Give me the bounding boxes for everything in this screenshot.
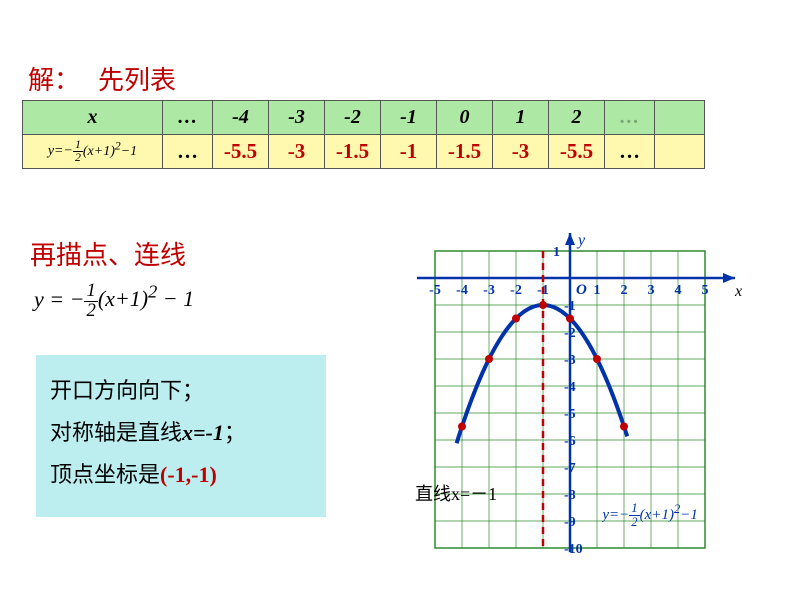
svg-text:O: O bbox=[576, 282, 587, 298]
table-header-cell: … bbox=[605, 101, 655, 135]
svg-text:2: 2 bbox=[621, 283, 628, 298]
svg-text:-5: -5 bbox=[564, 407, 576, 422]
chart: -5 -4 -3 -2 -1 1 2 3 4 5 1 -1 -2 -3 -4 -5 -6 -7 -8 -9 -10 Ox y… bbox=[380, 220, 780, 580]
svg-text:-2: -2 bbox=[510, 283, 522, 298]
svg-text:-7: -7 bbox=[564, 461, 576, 476]
info-line2: 对称轴是直线x=-1； bbox=[50, 415, 312, 447]
svg-text:-2: -2 bbox=[564, 326, 576, 341]
formula-display: y = −12(x+1)2 − 1 bbox=[34, 282, 194, 320]
table-value-cell: … bbox=[163, 135, 213, 169]
table-header-cell: … bbox=[163, 101, 213, 135]
table-value-cell: -1.5 bbox=[325, 135, 381, 169]
svg-text:-1: -1 bbox=[537, 283, 549, 298]
table-formula-cell: y=−12(x+1)2−1 bbox=[23, 135, 163, 169]
svg-text:y: y bbox=[576, 232, 586, 249]
svg-text:5: 5 bbox=[702, 283, 709, 298]
table-value-cell: -3 bbox=[269, 135, 325, 169]
svg-text:-4: -4 bbox=[456, 283, 468, 298]
table-header-cell: -2 bbox=[325, 101, 381, 135]
svg-text:3: 3 bbox=[648, 283, 655, 298]
svg-text:-8: -8 bbox=[564, 488, 576, 503]
svg-text:-1: -1 bbox=[564, 299, 576, 314]
chart-svg: -5 -4 -3 -2 -1 1 2 3 4 5 1 -1 -2 -3 -4 -5 -6 -7 -8 -9 -10 Ox y… bbox=[380, 220, 780, 580]
table-value-cell: … bbox=[605, 135, 655, 169]
title-prefix: 解： bbox=[28, 66, 80, 95]
svg-text:-5: -5 bbox=[429, 283, 441, 298]
table-header-cell bbox=[655, 101, 705, 135]
svg-text:-3: -3 bbox=[483, 283, 495, 298]
table-header-cell: x bbox=[23, 101, 163, 135]
table-value-cell: -1.5 bbox=[437, 135, 493, 169]
value-table: x…-4-3-2-1012… y=−12(x+1)2−1…-5.5-3-1.5-… bbox=[22, 100, 705, 169]
svg-text:-10: -10 bbox=[564, 542, 583, 557]
info-line2-b: x=-1 bbox=[182, 420, 224, 445]
svg-text:1: 1 bbox=[553, 245, 560, 260]
table-header-cell: -3 bbox=[269, 101, 325, 135]
info-line2-c: ； bbox=[224, 420, 246, 445]
chart-formula: y=−12(x+1)2−1 bbox=[602, 502, 772, 529]
svg-text:直线x=－1: 直线x=－1 bbox=[415, 484, 497, 504]
table-header-cell: -1 bbox=[381, 101, 437, 135]
table-value-cell: -5.5 bbox=[549, 135, 605, 169]
info-box: 开口方向向下； 对称轴是直线x=-1； 顶点坐标是(-1,-1) bbox=[36, 355, 326, 517]
table-header-cell: 0 bbox=[437, 101, 493, 135]
subtitle: 再描点、连线 bbox=[30, 235, 186, 272]
table-value-cell bbox=[655, 135, 705, 169]
table-value-cell: -3 bbox=[493, 135, 549, 169]
svg-text:-3: -3 bbox=[564, 353, 576, 368]
svg-text:-9: -9 bbox=[564, 515, 576, 530]
table-header-cell: 1 bbox=[493, 101, 549, 135]
svg-text:1: 1 bbox=[594, 283, 601, 298]
info-line3: 顶点坐标是(-1,-1) bbox=[50, 457, 312, 489]
info-line3-a: 顶点坐标是 bbox=[50, 462, 160, 487]
table-value-cell: -1 bbox=[381, 135, 437, 169]
table-value-cell: -5.5 bbox=[213, 135, 269, 169]
table-header-cell: -4 bbox=[213, 101, 269, 135]
svg-text:4: 4 bbox=[675, 283, 682, 298]
title-main: 先列表 bbox=[98, 66, 176, 95]
svg-text:-4: -4 bbox=[564, 380, 576, 395]
info-line3-b: (-1,-1) bbox=[160, 462, 217, 487]
table-header-cell: 2 bbox=[549, 101, 605, 135]
svg-text:x: x bbox=[734, 283, 742, 300]
svg-text:-6: -6 bbox=[564, 434, 576, 449]
info-line2-a: 对称轴是直线 bbox=[50, 420, 182, 445]
info-line1: 开口方向向下； bbox=[50, 373, 312, 405]
